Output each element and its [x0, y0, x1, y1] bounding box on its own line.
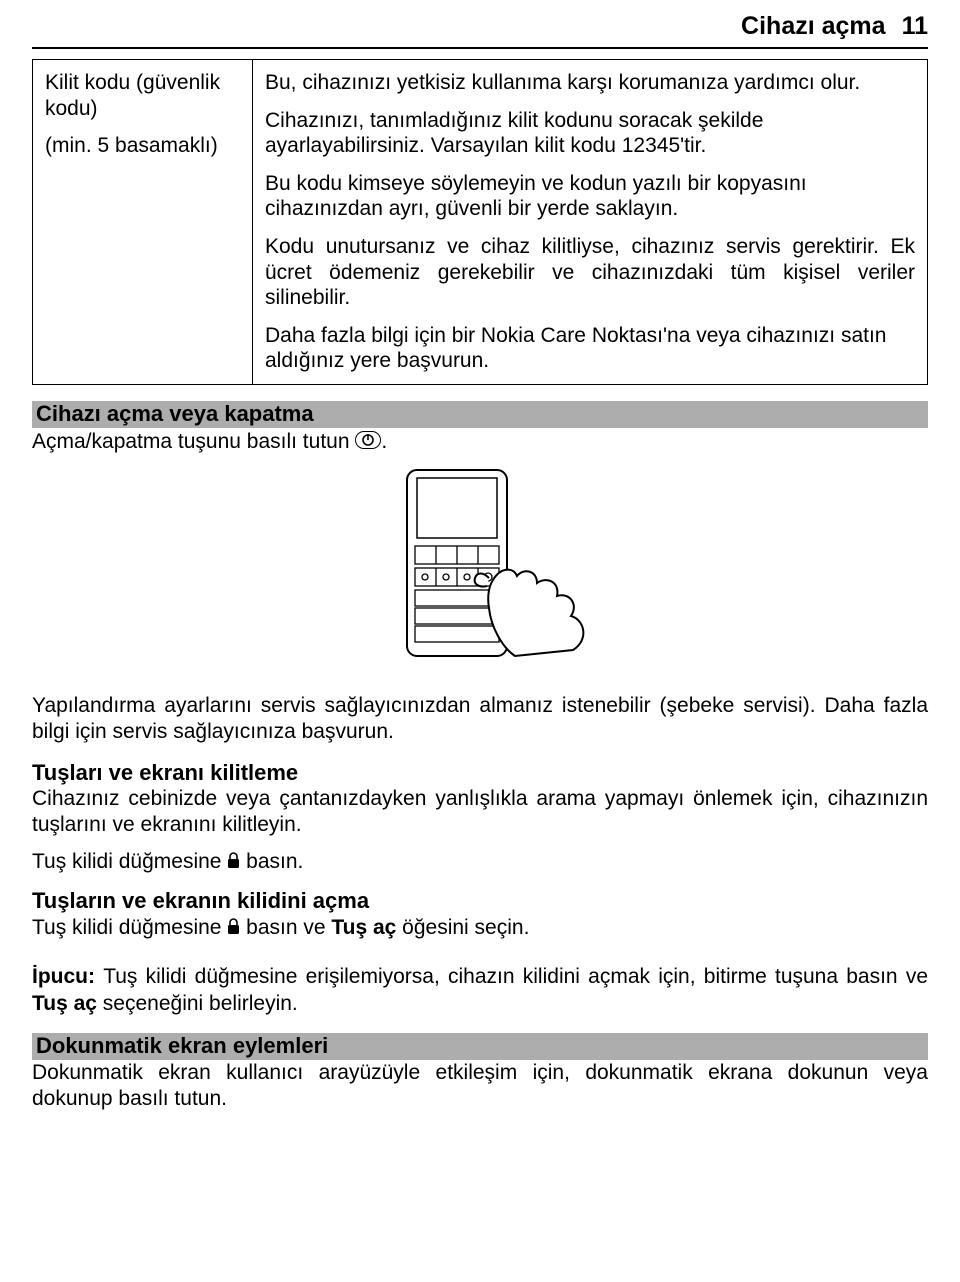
power-instruction: Açma/kapatma tuşunu basılı tutun .	[32, 428, 928, 456]
lock-press: Tuş kilidi düğmesine basın.	[32, 848, 928, 876]
section-title-touch: Dokunmatik ekran eylemleri	[32, 1033, 928, 1060]
unlock-press: Tuş kilidi düğmesine basın ve Tuş aç öğe…	[32, 914, 928, 942]
section-title-unlock: Tuşların ve ekranın kilidini açma	[32, 888, 928, 914]
table-row: Kilit kodu (güvenlik kodu) (min. 5 basam…	[33, 60, 928, 385]
tip-pre: Tuş kilidi düğmesine erişilemiyorsa, cih…	[103, 965, 928, 988]
unlock-press-bold: Tuş aç	[331, 916, 396, 939]
table-cell-left: Kilit kodu (güvenlik kodu) (min. 5 basam…	[33, 60, 253, 385]
manual-page: Cihazı açma 11 Kilit kodu (güvenlik kodu)…	[0, 0, 960, 1136]
lock-desc: Cihazınız cebinizde veya çantanızdayken …	[32, 786, 928, 839]
page-header: Cihazı açma 11	[32, 12, 928, 47]
chapter-title: Cihazı açma	[741, 12, 886, 40]
lock-press-pre: Tuş kilidi düğmesine	[32, 850, 227, 873]
tip-paragraph: İpucu: Tuş kilidi düğmesine erişilemiyor…	[32, 964, 928, 1017]
page-number: 11	[902, 12, 928, 40]
info-table: Kilit kodu (güvenlik kodu) (min. 5 basam…	[32, 59, 928, 385]
lock-press-post: basın.	[240, 850, 303, 873]
power-instr-post: .	[381, 430, 387, 453]
lock-code-label: Kilit kodu (güvenlik kodu)	[45, 70, 240, 121]
power-icon	[355, 429, 381, 456]
section-title-lock: Tuşları ve ekranı kilitleme	[32, 760, 928, 786]
unlock-press-post: öğesini seçin.	[396, 916, 529, 939]
lock-icon	[227, 915, 240, 942]
rc-p4: Kodu unutursanız ve cihaz kilitliyse, ci…	[265, 234, 915, 311]
config-paragraph: Yapılandırma ayarlarını servis sağlayıcı…	[32, 693, 928, 746]
lock-code-min: (min. 5 basamaklı)	[45, 133, 240, 159]
section-title-power: Cihazı açma veya kapatma	[32, 401, 928, 428]
rc-p1: Bu, cihazınızı yetkisiz kullanıma karşı …	[265, 70, 915, 96]
tip-label: İpucu:	[32, 965, 103, 988]
touch-desc: Dokunmatik ekran kullanıcı arayüzüyle et…	[32, 1060, 928, 1113]
table-cell-right: Bu, cihazınızı yetkisiz kullanıma karşı …	[253, 60, 928, 385]
tip-post: seçeneğini belirleyin.	[97, 992, 298, 1015]
tip-bold: Tuş aç	[32, 992, 97, 1015]
unlock-press-mid: basın ve	[240, 916, 331, 939]
phone-illustration	[32, 468, 928, 663]
header-rule	[32, 47, 928, 49]
rc-p5: Daha fazla bilgi için bir Nokia Care Nok…	[265, 323, 915, 374]
rc-p3: Bu kodu kimseye söylemeyin ve kodun yazı…	[265, 171, 915, 222]
unlock-press-pre: Tuş kilidi düğmesine	[32, 916, 227, 939]
power-instr-pre: Açma/kapatma tuşunu basılı tutun	[32, 430, 355, 453]
lock-icon	[227, 849, 240, 876]
rc-p2: Cihazınızı, tanımladığınız kilit kodunu …	[265, 108, 915, 159]
